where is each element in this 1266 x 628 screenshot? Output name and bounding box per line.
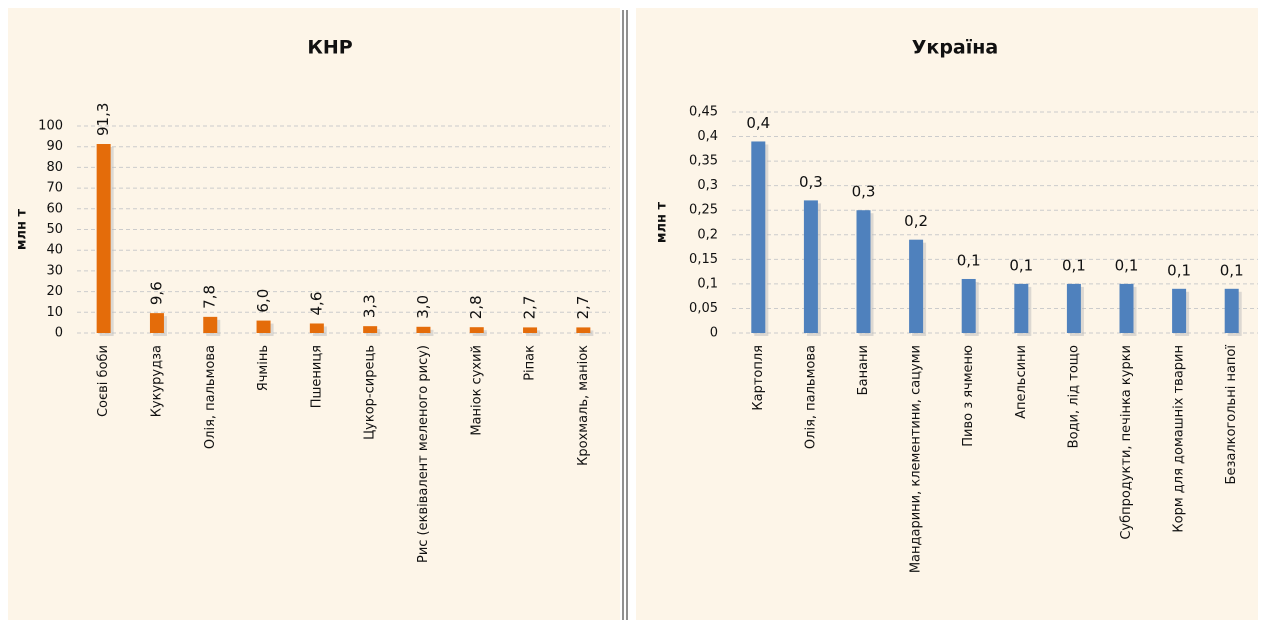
y-tick-label: 0 (55, 326, 63, 341)
bar-shadow (579, 330, 594, 336)
data-label: 7,8 (201, 285, 219, 309)
y-tick-label: 40 (46, 243, 63, 258)
data-label: 2,7 (521, 296, 539, 320)
data-label: 0,1 (1009, 256, 1033, 274)
x-tick-label: Олія, пальмова (803, 345, 818, 449)
data-label: 0,2 (904, 212, 928, 230)
y-tick-label: 0,15 (689, 252, 718, 267)
x-tick-label: Корм для домашніх тварин (1172, 345, 1187, 533)
bar (523, 327, 538, 333)
y-axis-label: млн т (655, 201, 670, 243)
y-axis-label: млн т (15, 208, 30, 250)
x-tick-label: Маніок сухий (469, 345, 484, 436)
x-tick-label: Рис (еквівалент меленого рису) (416, 345, 431, 563)
x-tick-label: Мандарини, клементини, сацуми (909, 345, 924, 573)
y-tick-label: 30 (46, 263, 63, 278)
bar (203, 316, 218, 333)
data-label: 0,1 (1062, 256, 1086, 274)
y-tick-label: 0,05 (689, 301, 718, 316)
y-tick-label: 0,1 (697, 276, 718, 291)
data-label: 0,3 (852, 183, 876, 201)
bar (803, 200, 818, 333)
data-label: 0,1 (1220, 261, 1244, 279)
data-label: 4,6 (307, 292, 325, 316)
data-label: 91,3 (94, 103, 112, 136)
bar (1119, 283, 1134, 333)
y-tick-label: 0,35 (689, 154, 718, 169)
bar (149, 313, 164, 333)
x-tick-label: Крохмаль, маніок (576, 345, 591, 466)
y-tick-label: 20 (46, 284, 63, 299)
y-tick-label: 10 (46, 305, 63, 320)
bar-shadow (472, 330, 487, 336)
x-tick-label: Олія, пальмова (203, 345, 218, 449)
bar (576, 327, 591, 333)
x-tick-label: Апельсини (1014, 345, 1029, 419)
y-tick-label: 60 (46, 201, 63, 216)
x-tick-label: Ячмінь (256, 345, 271, 391)
bar (961, 278, 976, 333)
x-tick-label: Картопля (751, 345, 766, 411)
y-tick-label: 90 (46, 139, 63, 154)
data-label: 9,6 (147, 281, 165, 305)
bar (96, 144, 111, 333)
bar-shadow (526, 330, 541, 336)
x-tick-label: Субпродукти, печінка курки (1119, 345, 1134, 540)
data-label: 0,1 (1167, 261, 1191, 279)
y-tick-label: 0,2 (697, 227, 718, 242)
panel-right (636, 8, 1258, 620)
bar (469, 327, 484, 333)
bar (856, 210, 871, 333)
bar (1224, 288, 1239, 333)
data-label: 2,7 (574, 296, 592, 320)
chart-title: Україна (912, 37, 998, 59)
bar (416, 326, 431, 333)
bar (1066, 283, 1081, 333)
bar (363, 326, 378, 333)
x-tick-label: Цукор-сирець (363, 345, 378, 440)
y-tick-label: 0,4 (697, 129, 718, 144)
data-label: 0,1 (957, 251, 981, 269)
x-tick-label: Соєві боби (96, 345, 111, 417)
y-tick-label: 0 (710, 326, 718, 341)
y-tick-label: 70 (46, 181, 63, 196)
bar (1172, 288, 1187, 333)
x-tick-label: Безалкогольні напої (1224, 345, 1239, 485)
x-tick-label: Банани (856, 345, 871, 395)
data-label: 0,4 (746, 114, 770, 132)
y-tick-label: 50 (46, 222, 63, 237)
data-label: 6,0 (254, 289, 272, 313)
bar (1014, 283, 1029, 333)
data-label: 0,3 (799, 173, 823, 191)
x-tick-label: Кукурудза (149, 345, 164, 417)
y-tick-label: 80 (46, 160, 63, 175)
y-tick-label: 100 (38, 119, 63, 134)
chart-title: КНР (307, 37, 352, 59)
x-tick-label: Води, лід тощо (1066, 345, 1081, 448)
y-tick-label: 0,3 (697, 178, 718, 193)
x-tick-label: Пшениця (309, 345, 324, 408)
y-tick-label: 0,45 (689, 105, 718, 120)
x-tick-label: Ріпак (523, 345, 538, 381)
bar (751, 141, 766, 333)
bar (309, 323, 324, 333)
x-tick-label: Пиво з ячменю (961, 345, 976, 447)
bar (909, 239, 924, 333)
data-label: 3,0 (414, 295, 432, 319)
data-label: 3,3 (361, 294, 379, 318)
data-label: 2,8 (467, 295, 485, 319)
bar (256, 320, 271, 333)
data-label: 0,1 (1115, 256, 1139, 274)
y-tick-label: 0,25 (689, 203, 718, 218)
